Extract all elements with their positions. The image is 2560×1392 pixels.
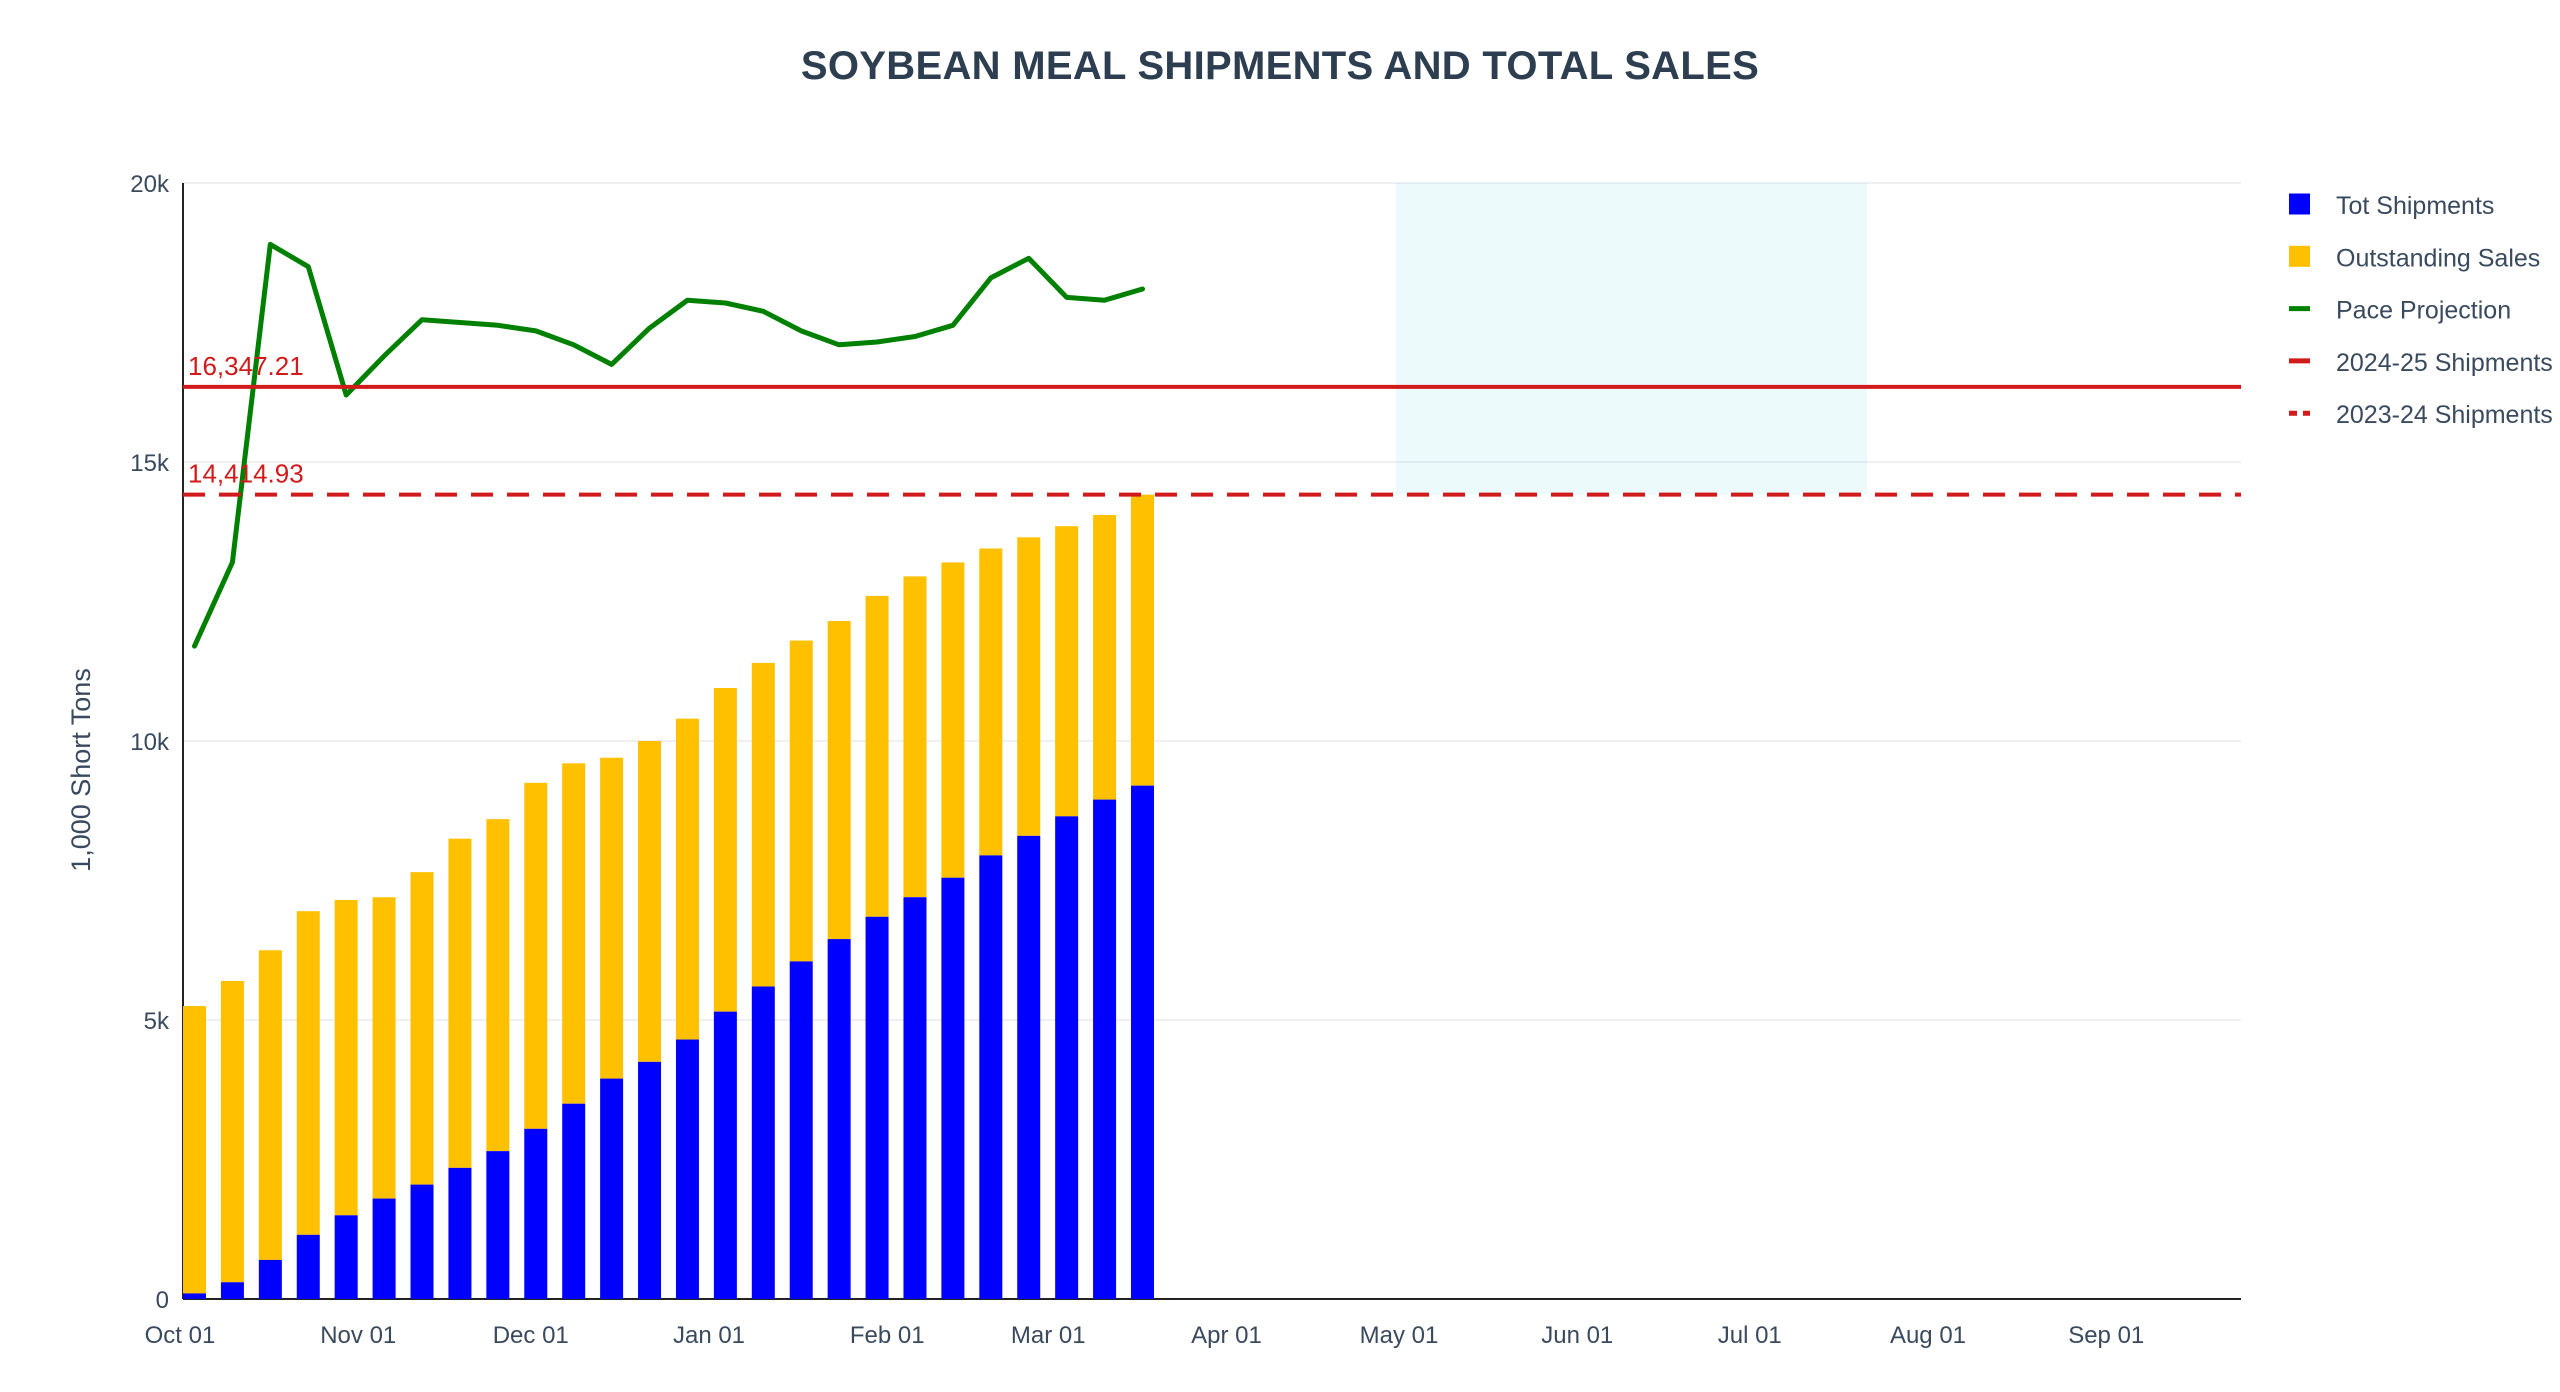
svg-text:20k: 20k [130,171,170,198]
svg-text:15k: 15k [130,450,170,477]
svg-text:5k: 5k [144,1008,170,1035]
svg-text:10k: 10k [130,729,170,756]
svg-text:Dec 01: Dec 01 [493,1322,569,1349]
svg-text:Tot Shipments: Tot Shipments [2336,192,2494,220]
svg-text:Outstanding Sales: Outstanding Sales [2336,244,2540,272]
svg-text:Pace Projection: Pace Projection [2336,297,2511,325]
svg-text:Feb 01: Feb 01 [850,1322,925,1349]
svg-text:May 01: May 01 [1360,1322,1439,1349]
svg-text:Oct 01: Oct 01 [145,1322,216,1349]
svg-text:Apr 01: Apr 01 [1191,1322,1262,1349]
svg-text:Jul 01: Jul 01 [1718,1322,1782,1349]
svg-text:1,000 Short Tons: 1,000 Short Tons [66,668,96,872]
svg-text:Jun 01: Jun 01 [1541,1322,1613,1349]
svg-text:Nov 01: Nov 01 [320,1322,396,1349]
svg-text:Mar 01: Mar 01 [1011,1322,1086,1349]
svg-text:Sep 01: Sep 01 [2068,1322,2144,1349]
svg-text:Jan 01: Jan 01 [673,1322,745,1349]
svg-text:Aug 01: Aug 01 [1890,1322,1966,1349]
svg-text:14,414.93: 14,414.93 [188,459,304,489]
svg-text:0: 0 [156,1287,169,1314]
svg-text:2023-24 Shipments: 2023-24 Shipments [2336,401,2553,429]
svg-text:16,347.21: 16,347.21 [188,351,304,381]
svg-text:2024-25 Shipments: 2024-25 Shipments [2336,349,2553,377]
